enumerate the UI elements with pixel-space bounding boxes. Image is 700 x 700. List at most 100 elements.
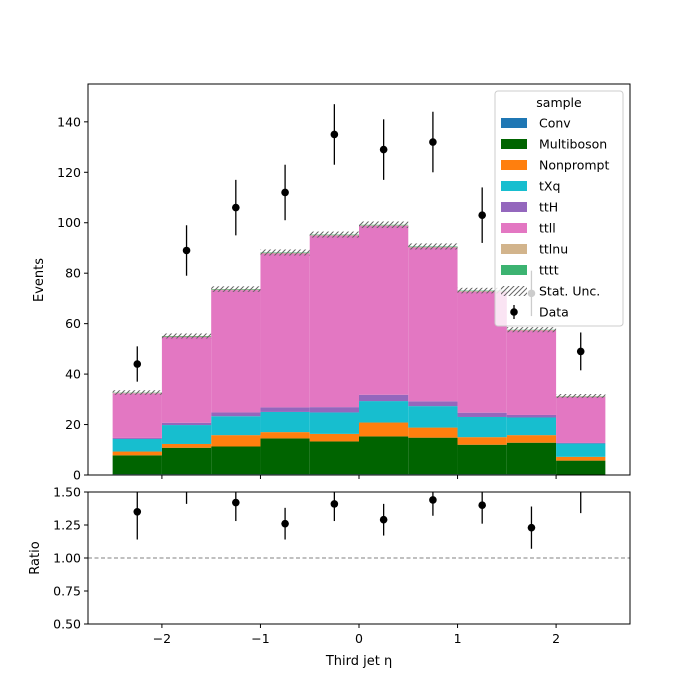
y-tick-label: 0.75 [53,584,81,599]
legend-label: tttt [539,263,559,278]
y-tick-label: 1.25 [53,518,81,533]
main-y-axis-label: Events [32,258,47,302]
x-tick-label: 0 [355,631,363,646]
bar-nonprompt [506,435,557,443]
data-point [281,188,289,197]
main-panel: 0 20 40 60 80 100 120 140 Events [32,83,631,483]
bar-tth [260,407,310,412]
legend-label: Conv [539,116,571,131]
x-axis-label: Third jet η [325,654,392,669]
bar-ttll [556,396,606,443]
legend-label: tXq [539,179,560,194]
bar-ttll [309,235,359,408]
x-tick-label: 1 [454,631,462,646]
data-point [576,347,585,356]
ratio-point [527,523,536,532]
x-tick-label: −2 [153,631,171,646]
bar-txq [309,412,359,434]
stat-unc-band [457,287,507,294]
bar-txq [112,438,162,452]
bar-ttll [260,253,310,408]
bar-multiboson [112,455,162,475]
stat-unc-band [556,394,606,399]
legend-swatch [501,181,527,191]
bar-tth [408,401,458,407]
bar-tth [457,412,507,417]
legend-label: ttlnu [539,242,568,257]
legend-label: ttH [539,200,558,215]
bar-multiboson [161,447,212,475]
stat-unc-band [359,221,409,229]
legend-data-marker [510,308,518,316]
data-point [379,145,388,154]
stat-unc-band [309,231,359,238]
bar-multiboson [260,438,310,475]
bar-nonprompt [161,443,212,448]
legend-swatch [501,244,527,254]
data-point [232,203,240,212]
ratio-point [232,498,240,507]
data-point [182,246,191,255]
legend-label: Nonprompt [539,158,609,173]
bar-txq [211,416,261,436]
ratio-point [379,515,388,524]
bar-tth [211,412,261,417]
bar-multiboson [556,460,606,475]
bar-ttll [408,247,458,402]
x-tick-label: 2 [552,631,560,646]
bar-txq [408,406,458,428]
data-point [429,138,437,146]
bar-nonprompt [112,451,162,456]
legend-swatch [501,160,527,170]
data-point [133,360,142,368]
legend: sample Conv Multiboson Nonprompt tXq ttH ttll t… [494,90,624,327]
y-tick-label: 20 [65,417,81,432]
legend-swatch [501,139,527,149]
bar-tth [112,437,162,439]
bar-txq [161,425,212,444]
legend-title: sample [536,95,582,110]
data-point [330,130,339,139]
bar-txq [556,443,606,457]
y-tick-label: 0.50 [53,617,81,632]
y-tick-label: 40 [65,367,81,382]
bar-nonprompt [211,435,261,447]
bar-ttll [161,337,212,423]
stat-unc-band [260,249,310,256]
y-tick-label: 120 [57,165,81,180]
y-tick-label: 80 [65,266,81,281]
bar-nonprompt [556,456,606,461]
bar-tth [506,414,557,418]
ratio-point [133,508,142,516]
bar-ttll [359,225,409,395]
y-tick-label: 1.00 [53,551,81,566]
ratio-point [429,496,437,504]
y-tick-label: 0 [73,468,81,483]
bar-multiboson [359,436,409,475]
stat-unc-band [408,243,458,250]
bar-nonprompt [457,437,507,445]
bar-tth [309,407,359,413]
legend-label: Stat. Unc. [539,284,600,299]
legend-swatch [501,202,527,212]
bar-txq [457,416,507,438]
y-tick-label: 1.50 [53,485,81,500]
bar-multiboson [408,437,458,475]
ratio-point [183,476,191,484]
stat-unc-band [112,390,162,395]
bar-nonprompt [359,422,409,437]
ratio-point [330,500,339,508]
ratio-panel: 0.50 0.75 1.00 1.25 1.50 −2 −1 0 1 2 Ratio [28,476,631,646]
legend-swatch [501,265,527,275]
ratio-point [577,480,585,488]
bar-tth [556,442,606,444]
y-tick-label: 60 [65,316,81,331]
bar-tth [359,394,409,402]
stat-unc-band [211,286,261,292]
ratio-y-axis-label: Ratio [28,541,43,574]
ratio-point [478,501,486,510]
bar-ttll [112,393,162,438]
bar-multiboson [457,444,507,475]
bar-nonprompt [408,427,458,438]
